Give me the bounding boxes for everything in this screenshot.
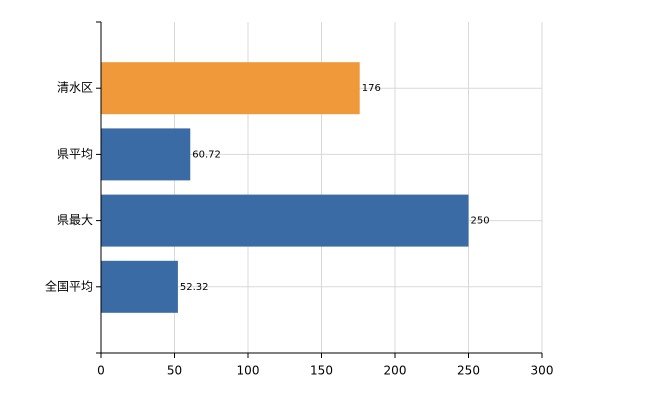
- bar: [101, 260, 178, 313]
- bar: [101, 62, 360, 115]
- x-tick-label: 100: [237, 364, 260, 378]
- x-tick-label: 50: [167, 364, 182, 378]
- x-tick-label: 200: [384, 364, 407, 378]
- x-tick-label: 0: [97, 364, 105, 378]
- y-tick-label: 清水区: [57, 81, 93, 95]
- value-label: 176: [362, 83, 381, 94]
- value-label: 250: [471, 216, 490, 227]
- value-label: 52.32: [180, 282, 209, 293]
- bar: [101, 194, 469, 247]
- y-tick-label: 県平均: [57, 147, 93, 161]
- y-tick-label: 県最大: [57, 213, 93, 227]
- y-tick-label: 全国平均: [45, 278, 93, 293]
- x-tick-label: 300: [531, 364, 554, 378]
- x-tick-label: 150: [310, 364, 333, 378]
- x-tick-label: 250: [457, 364, 480, 378]
- value-label: 60.72: [192, 149, 221, 160]
- bar: [101, 128, 191, 181]
